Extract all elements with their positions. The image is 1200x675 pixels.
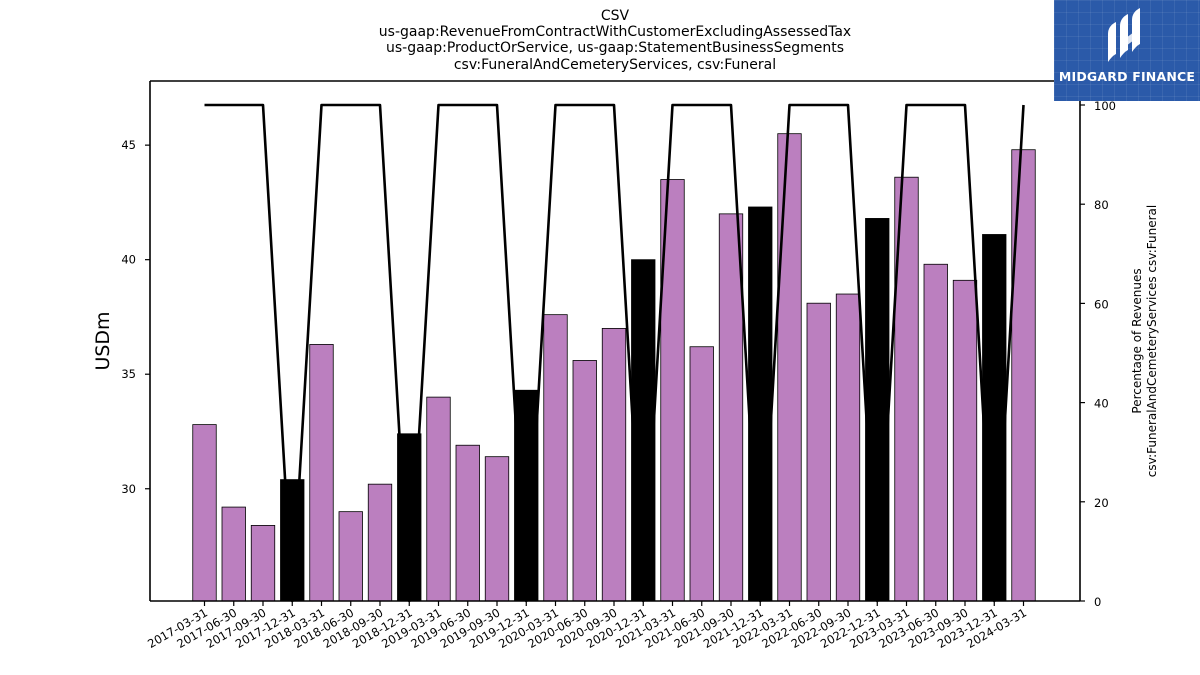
y-axis-label-right-line-1: Percentage of Revenues	[1130, 268, 1144, 413]
right-y-axis-ticks: 0 20 40 60 80 100	[1080, 99, 1116, 609]
bar-2022-03-31	[777, 133, 802, 602]
bar-2022-09-30	[835, 293, 861, 602]
bar-2017-06-30	[221, 506, 246, 602]
left-y-tick-label: 45	[121, 138, 136, 152]
midgard-logo-icon	[1108, 8, 1140, 62]
bar-2020-09-30	[601, 327, 627, 602]
right-y-tick-label: 60	[1094, 297, 1109, 311]
bar-2022-06-30	[806, 302, 831, 602]
bar-2021-06-30	[689, 346, 714, 602]
chart-title-line-3: us-gaap:ProductOrService, us-gaap:Statem…	[386, 40, 844, 56]
bar-2020-12-31	[631, 259, 656, 602]
chart-title-line-1: CSV	[601, 8, 630, 24]
bar-2019-03-31	[426, 396, 451, 602]
left-y-tick-label: 30	[121, 482, 136, 496]
axes	[149, 80, 1081, 602]
y-axis-label-left: USDm	[92, 311, 114, 370]
bar-2020-03-31	[543, 314, 568, 602]
bar-2017-03-31	[192, 424, 217, 602]
left-y-axis-ticks: 30 35 40 45	[121, 138, 150, 496]
bar-2019-06-30	[455, 444, 480, 602]
brand-badge: MIDGARD FINANCE	[1054, 0, 1200, 101]
brand-name: MIDGARD FINANCE	[1058, 69, 1196, 84]
left-y-tick-label: 35	[121, 367, 136, 381]
bar-2024-03-31	[1011, 149, 1036, 602]
chart-title: CSV us-gaap:RevenueFromContractWithCusto…	[379, 8, 851, 73]
bar-2019-12-31	[514, 389, 539, 602]
right-y-tick-label: 40	[1094, 397, 1109, 411]
bar-series	[192, 133, 1036, 602]
bar-2020-06-30	[572, 360, 597, 602]
left-y-tick-label: 40	[121, 253, 136, 267]
percentage-line-series	[204, 103, 1025, 603]
y-axis-label-right-line-2: csv:FuneralAndCemeteryServices csv:Funer…	[1145, 205, 1159, 477]
y-axis-label-right: Percentage of Revenues csv:FuneralAndCem…	[1130, 205, 1159, 477]
x-axis-ticks: 2017-03-312017-06-302017-09-302017-12-31…	[145, 601, 1029, 651]
percentage-line	[204, 103, 1025, 603]
right-y-tick-label: 100	[1094, 99, 1116, 113]
chart-title-line-4: csv:FuneralAndCemeteryServices, csv:Fune…	[454, 57, 776, 73]
bar-2023-09-30	[952, 279, 978, 602]
bar-2023-12-31	[982, 234, 1007, 602]
bar-2018-06-30	[338, 511, 363, 602]
bar-2019-09-30	[484, 456, 510, 602]
bar-2018-09-30	[367, 483, 393, 602]
right-y-tick-label: 0	[1094, 595, 1101, 609]
bar-2017-09-30	[250, 525, 276, 602]
bar-2021-12-31	[748, 206, 773, 602]
bar-2022-12-31	[865, 218, 890, 602]
bar-2023-06-30	[923, 263, 948, 602]
right-y-tick-label: 20	[1094, 496, 1109, 510]
right-y-tick-label: 80	[1094, 198, 1109, 212]
chart-title-line-2: us-gaap:RevenueFromContractWithCustomerE…	[379, 24, 851, 40]
bar-2018-03-31	[309, 344, 334, 602]
bar-2021-09-30	[718, 213, 744, 602]
